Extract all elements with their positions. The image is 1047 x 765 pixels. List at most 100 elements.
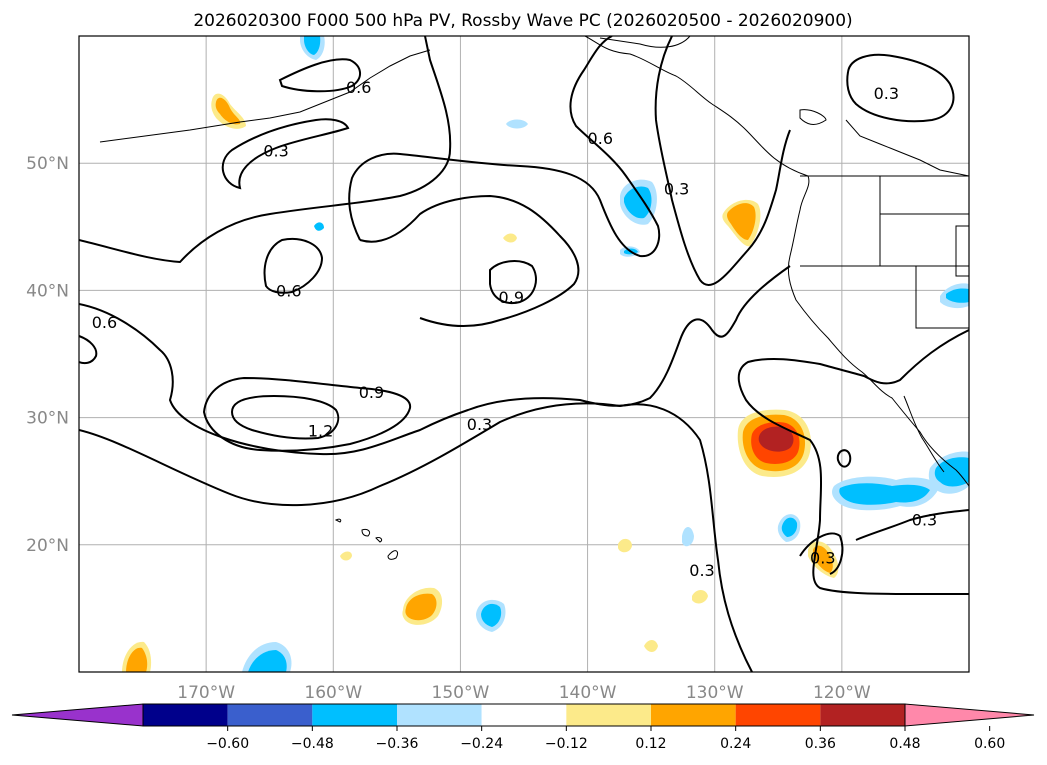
colorbar-segment (312, 704, 397, 726)
y-tick-label: 50°N (26, 154, 69, 174)
x-tick-label: 130°W (686, 683, 744, 703)
anomaly-negative-mexico (934, 457, 969, 487)
x-tick-label: 150°W (432, 683, 490, 703)
colorbar-tick-label: −0.36 (376, 736, 419, 752)
contour-label: 0.6 (346, 78, 371, 97)
colorbar-tick-label: −0.60 (206, 736, 249, 752)
colorbar-tick-label: 0.36 (805, 736, 836, 752)
colorbar-tick-label: −0.12 (545, 736, 588, 752)
x-tick-label: 140°W (559, 683, 617, 703)
colorbar-tick-label: 0.12 (635, 736, 666, 752)
contour-1.2-west (230, 394, 340, 440)
colorbar-outline (142, 703, 906, 727)
colorbar-tick-label: 0.48 (889, 736, 920, 752)
anomaly-positive-dot-2 (503, 233, 517, 243)
contour-label: 0.6 (92, 313, 117, 332)
x-tick-labels: 170°W 160°W 150°W 140°W 130°W 120°W (177, 683, 871, 703)
y-tick-label: 40°N (26, 281, 69, 301)
x-tick-label: 170°W (177, 683, 235, 703)
colorbar-extend-low (11, 703, 144, 727)
contour-0.6-bering (278, 58, 361, 93)
baja-california (903, 395, 945, 473)
anomaly-positive-dot-3 (340, 551, 352, 561)
contour-label: 0.6 (588, 129, 613, 148)
shaded-anomalies (122, 36, 969, 672)
anomaly-negative-mid (481, 603, 502, 627)
colorbar-tick-label: 0.24 (720, 736, 751, 752)
anomaly-positive-dot-4 (644, 640, 658, 652)
anomaly-negative-small-2 (682, 527, 694, 547)
contour-label: 0.3 (467, 415, 492, 434)
colorbar-tick-label: −0.24 (460, 736, 503, 752)
anomaly-positive-south (405, 593, 437, 621)
contour-label: 0.3 (912, 510, 937, 529)
anomaly-negative-north (304, 36, 321, 55)
contour-0.3-pnw (654, 36, 791, 286)
colorbar-segment (481, 704, 567, 726)
political-borders (800, 119, 969, 329)
y-tick-label: 20°N (26, 536, 69, 556)
contour-0.3-mexico (836, 449, 969, 541)
colorbar-segment (227, 704, 313, 726)
contour-0.6-small (263, 238, 324, 294)
contour-label: 0.6 (276, 281, 301, 300)
pv-contours (79, 36, 969, 672)
anomaly-negative-small-5 (314, 222, 324, 231)
colorbar-extend-high (904, 703, 1035, 727)
contour-labels: 0.6 0.3 0.6 0.3 0.3 0.6 0.6 0.9 0.9 1.2 0.3 0.3 0.3 0… (92, 78, 938, 580)
contour-0.9-small (489, 260, 537, 304)
colorbar-tick-labels: −0.60 −0.48 −0.36 −0.24 −0.12 0.12 0.24 0.36 0.4… (206, 726, 1005, 752)
anomaly-negative-us (946, 288, 969, 303)
anomaly-positive-dot-1 (618, 538, 632, 553)
colorbar-tick-label: −0.48 (291, 736, 334, 752)
y-tick-label: 30°N (26, 409, 69, 429)
colorbar-segment (397, 704, 482, 726)
aleutian-islands (99, 49, 431, 143)
anomaly-positive-pnw (727, 203, 756, 240)
colorbar-segment (651, 704, 736, 726)
anomaly-positive-large (737, 409, 811, 477)
contour-0.3-canada (846, 53, 955, 123)
x-tick-label: 120°W (813, 683, 871, 703)
anomaly-positive-sw (126, 647, 148, 672)
contour-label: 0.9 (359, 383, 384, 402)
hawaii (334, 518, 399, 560)
chart-title: 2026020300 F000 500 hPa PV, Rossby Wave … (193, 11, 852, 31)
anomaly-positive-baja-small (813, 545, 833, 573)
anomaly-positive-dot-5 (692, 590, 708, 604)
contour-0.3-south (79, 402, 753, 672)
contour-0.3-aleutian (221, 118, 350, 190)
colorbar-segment (820, 704, 905, 726)
x-tick-label: 160°W (304, 683, 362, 703)
contour-edge (79, 335, 98, 365)
anomaly-negative-pnw (624, 186, 652, 219)
contour-label: 1.2 (308, 421, 333, 440)
island-outline (799, 109, 827, 125)
anomaly-negative-small-4 (506, 119, 528, 129)
colorbar-segment (143, 704, 228, 726)
anomaly-negative-baja (839, 483, 930, 505)
contour-0.3-northwest (79, 36, 452, 264)
colorbar-segment (566, 704, 651, 726)
contour-0.3-baja-south (799, 532, 844, 575)
contour-label: 0.3 (664, 180, 689, 199)
map-frame (78, 35, 970, 673)
contour-0.9-west (202, 376, 412, 452)
contour-0.9-mid (359, 194, 580, 327)
contour-0.3-baja (737, 329, 969, 595)
anomaly-negative-south (248, 650, 287, 672)
contour-label: 0.3 (810, 549, 835, 568)
colorbar-segment (735, 704, 821, 726)
contour-0.6-south (79, 265, 791, 456)
y-tick-labels: 50°N 40°N 30°N 20°N (26, 154, 69, 556)
colorbar-tick-label: 0.60 (974, 736, 1005, 752)
anomaly-positive-aleutian (215, 97, 241, 125)
contour-0.6-central (348, 36, 661, 258)
contour-label: 0.3 (263, 141, 288, 160)
anomaly-negative-small-1 (781, 517, 798, 537)
colorbar (11, 703, 1035, 727)
map-area: 0.6 0.3 0.6 0.3 0.3 0.6 0.6 0.9 0.9 1.2 0.3 0.3 0.3 0… (79, 36, 969, 672)
contour-label: 0.3 (689, 561, 714, 580)
contour-label: 0.3 (874, 84, 899, 103)
